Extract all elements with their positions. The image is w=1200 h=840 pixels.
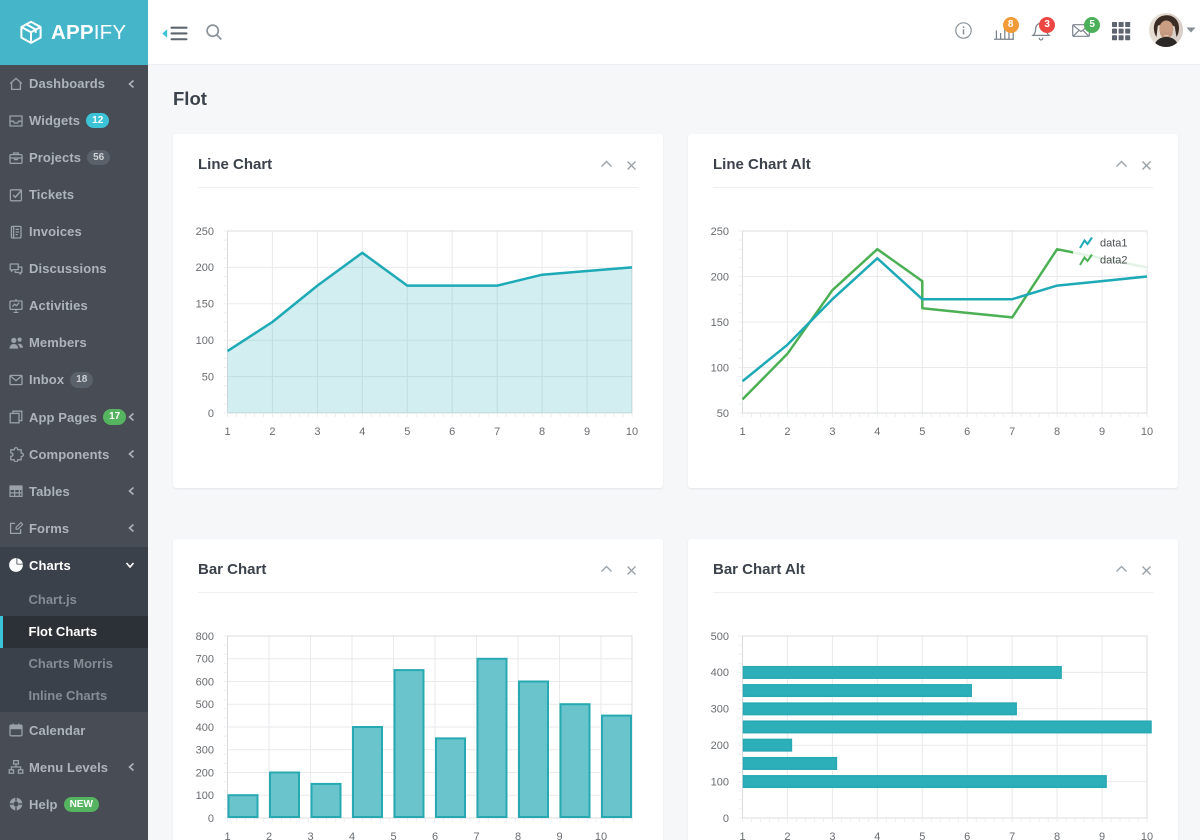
- svg-text:10: 10: [1141, 831, 1153, 840]
- svg-text:1: 1: [224, 831, 230, 840]
- svg-text:200: 200: [196, 262, 214, 274]
- svg-text:100: 100: [711, 776, 729, 788]
- svg-text:6: 6: [432, 831, 438, 840]
- svg-text:5: 5: [404, 426, 410, 438]
- svg-text:600: 600: [196, 676, 214, 688]
- svg-text:5: 5: [919, 831, 925, 840]
- svg-text:8: 8: [1054, 831, 1060, 840]
- svg-text:6: 6: [449, 426, 455, 438]
- svg-text:10: 10: [595, 831, 607, 840]
- svg-text:7: 7: [473, 831, 479, 840]
- svg-text:800: 800: [196, 631, 214, 643]
- svg-text:400: 400: [711, 667, 729, 679]
- svg-text:data2: data2: [1100, 255, 1128, 267]
- svg-text:200: 200: [711, 271, 729, 283]
- svg-text:data1: data1: [1100, 238, 1128, 250]
- svg-text:3: 3: [829, 426, 835, 438]
- svg-text:6: 6: [964, 831, 970, 840]
- svg-text:300: 300: [711, 704, 729, 716]
- svg-text:500: 500: [196, 699, 214, 711]
- svg-text:1: 1: [224, 426, 230, 438]
- svg-text:10: 10: [1141, 426, 1153, 438]
- svg-text:0: 0: [208, 813, 214, 825]
- svg-text:9: 9: [1099, 426, 1105, 438]
- svg-text:100: 100: [711, 362, 729, 374]
- svg-text:150: 150: [196, 299, 214, 311]
- svg-text:700: 700: [196, 654, 214, 666]
- svg-text:9: 9: [556, 831, 562, 840]
- svg-text:0: 0: [208, 408, 214, 420]
- svg-text:100: 100: [196, 335, 214, 347]
- svg-text:1: 1: [739, 831, 745, 840]
- svg-text:50: 50: [717, 408, 729, 420]
- svg-text:5: 5: [390, 831, 396, 840]
- svg-text:3: 3: [307, 831, 313, 840]
- svg-text:3: 3: [314, 426, 320, 438]
- svg-text:7: 7: [494, 426, 500, 438]
- svg-text:300: 300: [196, 745, 214, 757]
- svg-text:8: 8: [515, 831, 521, 840]
- svg-text:9: 9: [1099, 831, 1105, 840]
- svg-text:4: 4: [359, 426, 365, 438]
- svg-text:250: 250: [711, 226, 729, 238]
- svg-text:1: 1: [739, 426, 745, 438]
- svg-text:8: 8: [539, 426, 545, 438]
- svg-text:4: 4: [874, 831, 880, 840]
- svg-text:500: 500: [711, 631, 729, 643]
- svg-text:7: 7: [1009, 831, 1015, 840]
- svg-text:250: 250: [196, 226, 214, 238]
- svg-text:0: 0: [723, 813, 729, 825]
- svg-text:2: 2: [784, 831, 790, 840]
- svg-text:4: 4: [874, 426, 880, 438]
- svg-text:3: 3: [829, 831, 835, 840]
- svg-text:150: 150: [711, 317, 729, 329]
- svg-text:5: 5: [919, 426, 925, 438]
- svg-text:100: 100: [196, 790, 214, 802]
- svg-text:2: 2: [269, 426, 275, 438]
- svg-text:6: 6: [964, 426, 970, 438]
- svg-text:10: 10: [626, 426, 638, 438]
- svg-text:8: 8: [1054, 426, 1060, 438]
- svg-text:2: 2: [266, 831, 272, 840]
- svg-text:200: 200: [196, 767, 214, 779]
- svg-text:400: 400: [196, 722, 214, 734]
- svg-text:9: 9: [584, 426, 590, 438]
- svg-text:7: 7: [1009, 426, 1015, 438]
- svg-text:200: 200: [711, 740, 729, 752]
- svg-text:4: 4: [349, 831, 355, 840]
- svg-text:2: 2: [784, 426, 790, 438]
- svg-text:50: 50: [202, 371, 214, 383]
